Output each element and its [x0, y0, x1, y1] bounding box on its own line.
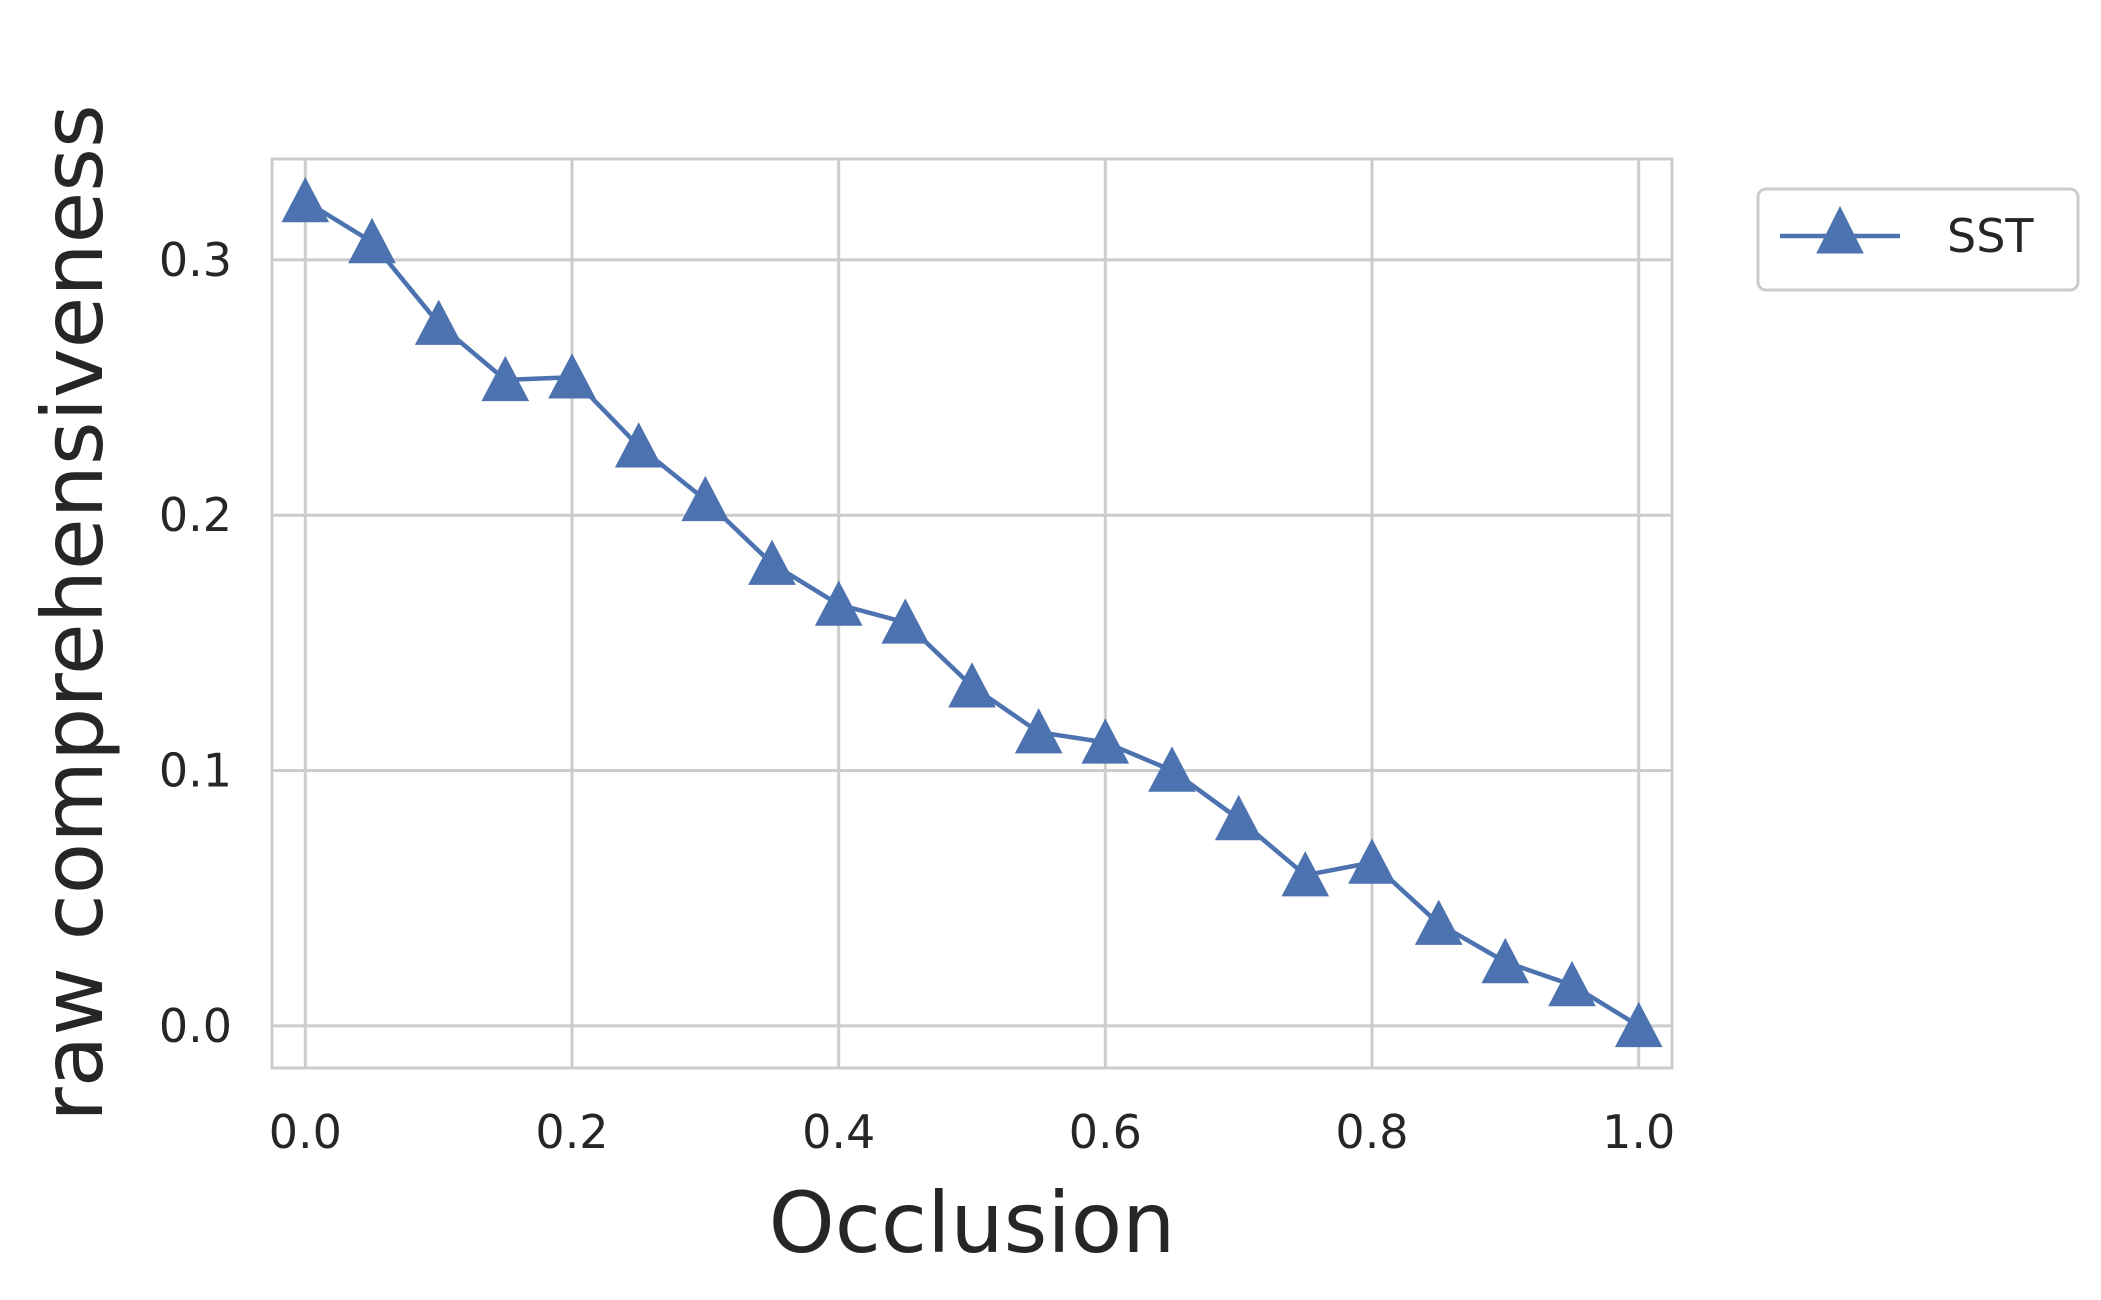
y-axis-title: raw comprehensiveness: [24, 104, 122, 1122]
grid-lines: [272, 159, 1672, 1068]
data-point-marker: [816, 582, 862, 626]
plot-area-frame: [272, 159, 1672, 1068]
data-point-marker: [882, 599, 928, 643]
x-tick-label: 0.2: [535, 1105, 608, 1159]
x-axis-title: Occlusion: [769, 1174, 1176, 1272]
data-point-marker: [1549, 962, 1595, 1006]
legend: SST: [1758, 189, 2078, 290]
y-tick-label: 0.3: [159, 233, 232, 287]
data-point-marker: [682, 477, 728, 521]
data-point-marker: [349, 219, 395, 263]
data-point-marker: [282, 178, 328, 222]
y-tick-labels: 0.0 0.1 0.2 0.3: [159, 233, 232, 1053]
x-tick-label: 0.6: [1069, 1105, 1142, 1159]
data-point-marker: [1349, 840, 1395, 884]
x-tick-label: 0.4: [802, 1105, 875, 1159]
series-layer: [282, 178, 1661, 1047]
x-tick-label: 0.8: [1335, 1105, 1408, 1159]
data-point-marker: [1016, 709, 1062, 753]
x-tick-label: 1.0: [1602, 1105, 1675, 1159]
data-point-marker: [1482, 939, 1528, 983]
x-tick-labels: 0.0 0.2 0.4 0.6 0.8 1.0: [269, 1105, 1675, 1159]
y-tick-label: 0.0: [159, 999, 232, 1053]
y-tick-label: 0.2: [159, 488, 232, 542]
x-tick-label: 0.0: [269, 1105, 342, 1159]
data-point-marker: [1216, 796, 1262, 840]
y-tick-label: 0.1: [159, 744, 232, 798]
legend-label-sst: SST: [1947, 209, 2034, 263]
